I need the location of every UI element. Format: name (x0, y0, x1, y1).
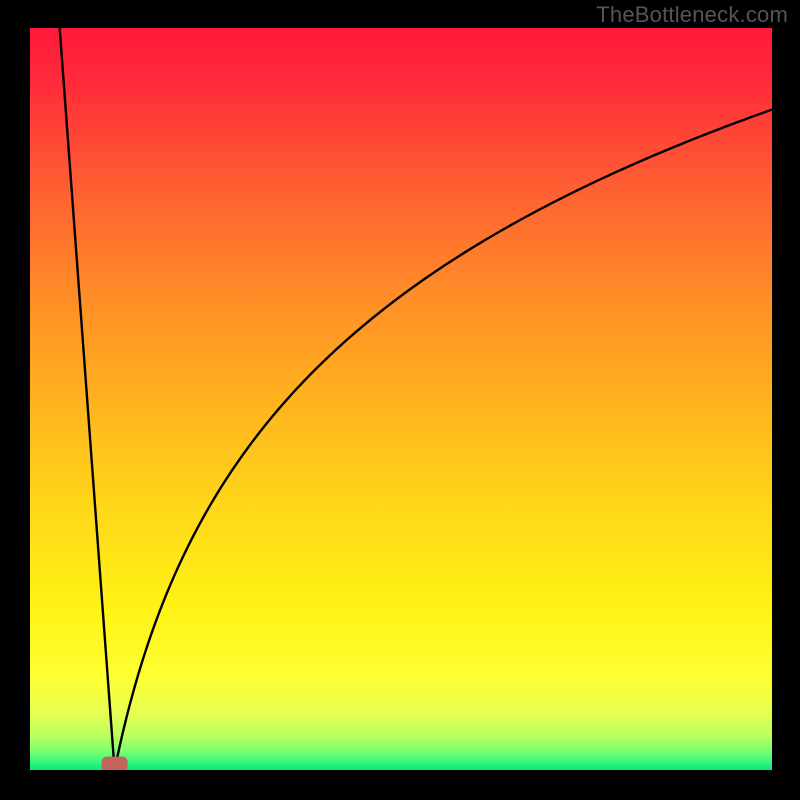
chart-svg (30, 28, 772, 770)
gradient-background (30, 28, 772, 770)
notch-marker (102, 757, 128, 770)
plot-area (30, 28, 772, 770)
watermark-text: TheBottleneck.com (596, 2, 788, 28)
chart-container: TheBottleneck.com (0, 0, 800, 800)
